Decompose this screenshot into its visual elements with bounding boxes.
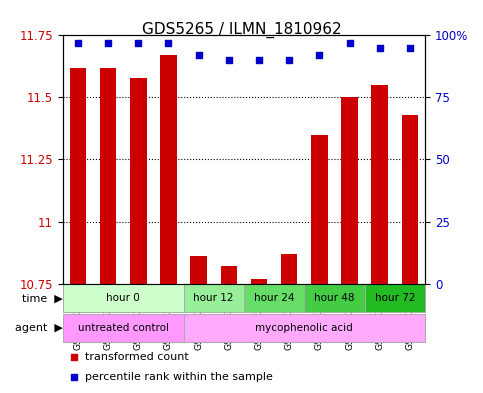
Point [406,45,414,51]
Point [195,52,202,59]
Point [134,40,142,46]
Text: transformed count: transformed count [85,353,188,362]
Point [225,57,233,63]
Bar [160,55,177,283]
Point [376,45,384,51]
Text: hour 48: hour 48 [314,293,355,303]
Point [285,57,293,63]
FancyBboxPatch shape [184,284,244,312]
Bar [221,266,237,283]
Point [255,57,263,63]
Bar [251,279,267,283]
Text: hour 72: hour 72 [375,293,415,303]
Text: mycophenolic acid: mycophenolic acid [256,323,353,333]
FancyBboxPatch shape [304,284,365,312]
Bar [341,97,358,283]
Point [339,283,347,289]
FancyBboxPatch shape [63,314,184,342]
Bar [281,254,298,283]
FancyBboxPatch shape [184,314,425,342]
Text: agent  ▶: agent ▶ [15,323,63,333]
Point [339,108,347,115]
Text: hour 12: hour 12 [194,293,234,303]
Text: untreated control: untreated control [78,323,169,333]
Point [165,40,172,46]
Point [74,40,82,46]
Bar [70,68,86,283]
Point [346,40,354,46]
FancyBboxPatch shape [63,284,184,312]
Bar [130,77,146,283]
Point [104,40,112,46]
FancyBboxPatch shape [244,284,304,312]
Bar [190,256,207,283]
Point [315,52,323,59]
Text: hour 24: hour 24 [254,293,294,303]
Text: percentile rank within the sample: percentile rank within the sample [85,372,272,382]
Bar [100,68,116,283]
Text: hour 0: hour 0 [106,293,140,303]
Text: GDS5265 / ILMN_1810962: GDS5265 / ILMN_1810962 [142,22,341,38]
Bar [311,135,327,283]
Text: time  ▶: time ▶ [22,293,63,303]
Bar [402,115,418,283]
FancyBboxPatch shape [365,284,425,312]
Bar [371,85,388,283]
